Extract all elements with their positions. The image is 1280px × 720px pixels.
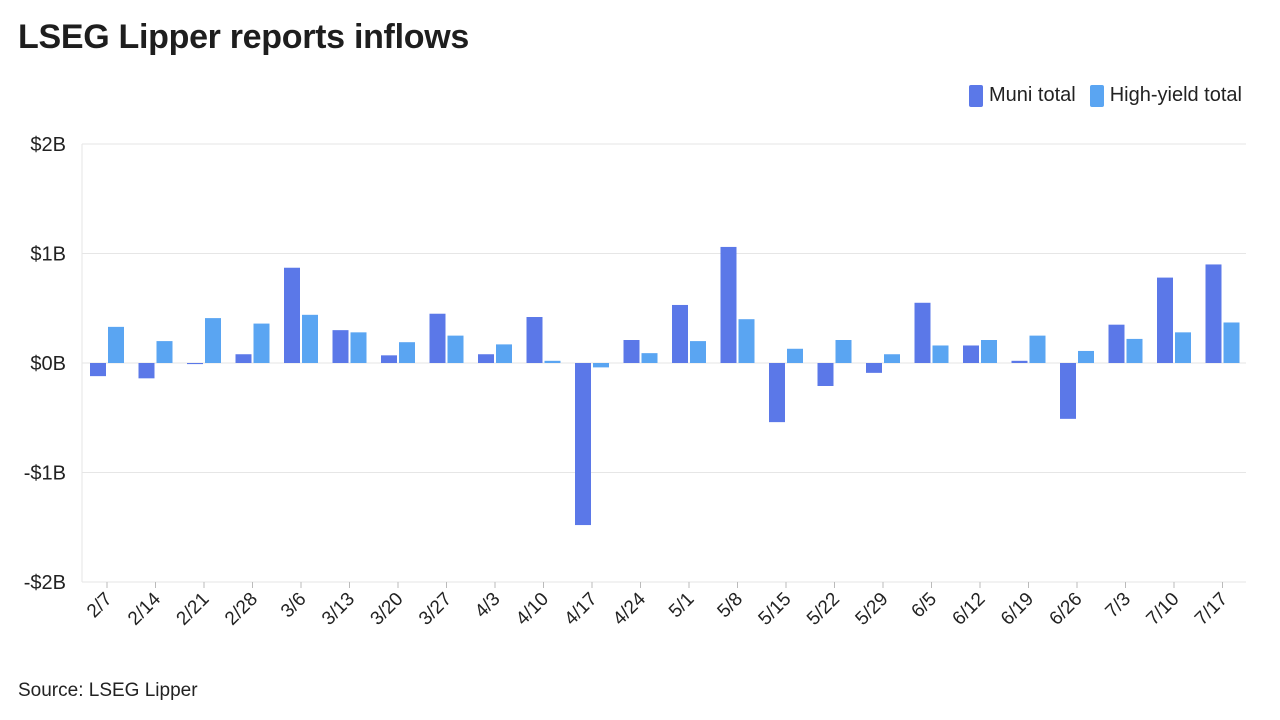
x-tick-label-10: 4/17 — [561, 589, 602, 630]
bar-high-yield-0 — [108, 326, 124, 363]
bar-high-yield-16 — [884, 354, 900, 363]
x-tick-label-0: 2/7 — [83, 589, 117, 623]
x-tick-label-13: 5/8 — [714, 589, 748, 623]
x-tick-label-14: 5/15 — [755, 589, 796, 630]
x-tick-label-1: 2/14 — [124, 588, 165, 629]
legend-label-muni: Muni total — [988, 84, 1076, 106]
bar-high-yield-4 — [302, 314, 318, 363]
bar-muni-17 — [914, 302, 931, 363]
bar-muni-1 — [138, 363, 155, 379]
bar-high-yield-6 — [399, 342, 415, 363]
x-tick-label-18: 6/12 — [949, 589, 990, 630]
y-tick-label-0: $2B — [30, 134, 66, 156]
bar-high-yield-13 — [738, 319, 755, 363]
bar-high-yield-18 — [981, 340, 997, 363]
x-tick-label-7: 3/27 — [415, 589, 456, 630]
x-tick-label-2: 2/21 — [173, 589, 214, 630]
y-tick-label-4: -$2B — [24, 572, 66, 594]
x-tick-label-12: 5/1 — [665, 589, 699, 623]
bar-high-yield-20 — [1078, 350, 1094, 363]
legend-item-muni: Muni total — [968, 84, 1076, 107]
x-tick-label-9: 4/10 — [512, 589, 553, 630]
x-tick-label-5: 3/13 — [318, 589, 359, 630]
x-tick-label-20: 6/26 — [1046, 589, 1087, 630]
bar-high-yield-22 — [1175, 332, 1191, 363]
bar-high-yield-14 — [787, 348, 803, 363]
x-tick-label-4: 3/6 — [277, 589, 311, 623]
bar-muni-22 — [1157, 277, 1173, 363]
legend-swatch-high-yield — [1089, 84, 1104, 107]
bar-muni-21 — [1108, 324, 1125, 363]
bar-high-yield-1 — [156, 341, 173, 363]
legend-item-high-yield: High-yield total — [1089, 84, 1242, 107]
bar-muni-16 — [866, 363, 882, 373]
bar-high-yield-15 — [835, 340, 852, 363]
bar-muni-10 — [575, 363, 591, 526]
bar-high-yield-2 — [205, 318, 221, 363]
x-tick-label-17: 6/5 — [908, 589, 942, 623]
x-tick-label-21: 7/3 — [1102, 589, 1136, 623]
bar-muni-6 — [381, 355, 397, 363]
y-tick-label-3: -$1B — [24, 463, 66, 485]
source-note: Source: LSEG Lipper — [18, 680, 198, 701]
bar-high-yield-9 — [544, 360, 561, 363]
x-tick-label-8: 4/3 — [471, 589, 505, 623]
bar-high-yield-8 — [496, 344, 512, 363]
bar-muni-13 — [720, 246, 737, 363]
x-tick-label-22: 7/10 — [1143, 589, 1184, 630]
x-tick-label-16: 5/29 — [852, 589, 893, 630]
bar-high-yield-23 — [1223, 322, 1240, 363]
bar-muni-8 — [478, 354, 494, 363]
legend: Muni total High-yield total — [968, 84, 1242, 107]
bar-muni-11 — [623, 340, 640, 363]
bar-high-yield-11 — [641, 353, 658, 363]
bar-high-yield-17 — [932, 345, 949, 363]
x-tick-label-19: 6/19 — [997, 589, 1038, 630]
x-tick-label-6: 3/20 — [367, 589, 408, 630]
bar-muni-0 — [90, 363, 106, 377]
bar-muni-20 — [1060, 363, 1076, 419]
legend-label-high-yield: High-yield total — [1109, 84, 1242, 106]
y-tick-label-2: $0B — [30, 353, 66, 375]
bar-muni-9 — [526, 317, 543, 363]
bar-muni-7 — [429, 313, 446, 363]
bar-high-yield-7 — [447, 335, 464, 363]
bar-high-yield-19 — [1029, 335, 1046, 363]
legend-swatch-muni — [968, 84, 983, 107]
bar-muni-14 — [769, 363, 785, 423]
bar-muni-2 — [187, 363, 203, 365]
bar-muni-18 — [963, 345, 979, 363]
y-tick-label-1: $1B — [30, 244, 66, 266]
bar-high-yield-3 — [253, 323, 270, 363]
bar-muni-3 — [235, 354, 252, 363]
x-tick-label-3: 2/28 — [221, 589, 262, 630]
bar-high-yield-10 — [593, 363, 609, 368]
x-tick-label-15: 5/22 — [803, 589, 844, 630]
bar-high-yield-12 — [690, 341, 706, 363]
bar-muni-19 — [1011, 360, 1028, 363]
chart-title: LSEG Lipper reports inflows — [18, 18, 469, 56]
bar-high-yield-21 — [1126, 338, 1143, 363]
bar-high-yield-5 — [350, 332, 367, 363]
bar-muni-23 — [1205, 264, 1222, 363]
x-tick-label-23: 7/17 — [1191, 589, 1232, 630]
bar-muni-5 — [332, 330, 349, 363]
bar-muni-4 — [284, 267, 300, 363]
bar-muni-12 — [672, 304, 688, 363]
bar-muni-15 — [817, 363, 834, 386]
x-tick-label-11: 4/24 — [609, 588, 650, 629]
